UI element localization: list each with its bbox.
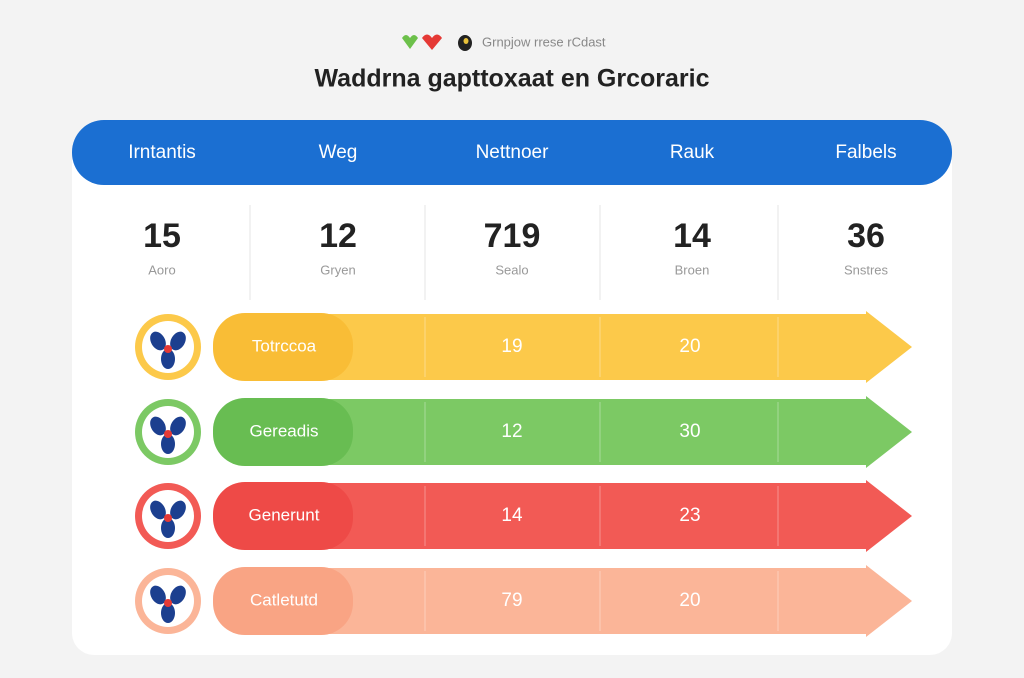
logo bbox=[402, 34, 472, 51]
icon-spot bbox=[161, 518, 175, 538]
row-arrow bbox=[300, 311, 912, 383]
stat-value: 719 bbox=[484, 217, 541, 255]
stat-value: 15 bbox=[143, 217, 181, 255]
stat-value: 36 bbox=[847, 217, 885, 255]
icon-spot bbox=[150, 416, 166, 436]
icon-spot bbox=[150, 331, 166, 351]
column-header: Rauk bbox=[670, 142, 715, 163]
stat-label: Gryen bbox=[320, 262, 355, 277]
icon-spot bbox=[170, 331, 186, 351]
row-label: Catletutd bbox=[250, 590, 318, 609]
row-label-pill bbox=[213, 313, 353, 381]
column-header: Weg bbox=[319, 142, 358, 163]
row-label-pill bbox=[213, 482, 353, 550]
stat-label: Aoro bbox=[148, 262, 175, 277]
row-arrow bbox=[300, 565, 912, 637]
row-value: 19 bbox=[501, 336, 522, 357]
stat-value: 12 bbox=[319, 217, 357, 255]
row-label-pill bbox=[213, 398, 353, 466]
icon-spot bbox=[170, 500, 186, 520]
stat-label: Snstres bbox=[844, 262, 889, 277]
row-value: 30 bbox=[679, 421, 700, 442]
icon-dot bbox=[164, 514, 172, 522]
column-header: Falbels bbox=[835, 142, 896, 163]
icon-spot bbox=[161, 603, 175, 623]
stat-label: Sealo bbox=[495, 262, 528, 277]
row-value: 14 bbox=[501, 505, 523, 526]
icon-dot bbox=[164, 345, 172, 353]
column-header: Nettnoer bbox=[476, 142, 550, 163]
icon-spot bbox=[150, 500, 166, 520]
row-label: Gereadis bbox=[250, 421, 319, 440]
row-value: 20 bbox=[679, 336, 700, 357]
row-value: 23 bbox=[679, 505, 700, 526]
brand: Grnpjow rrese rCdast bbox=[482, 34, 606, 49]
row-value: 79 bbox=[501, 590, 522, 611]
icon-dot bbox=[164, 430, 172, 438]
icon-spot bbox=[170, 416, 186, 436]
row-arrow bbox=[300, 480, 912, 552]
row-label: Generunt bbox=[249, 505, 320, 524]
row-value: 20 bbox=[679, 590, 700, 611]
icon-spot bbox=[150, 585, 166, 605]
stat-label: Broen bbox=[675, 262, 710, 277]
row-value: 12 bbox=[501, 421, 522, 442]
stat-value: 14 bbox=[673, 217, 711, 255]
icon-spot bbox=[170, 585, 186, 605]
icon-spot bbox=[161, 434, 175, 454]
column-header: Irntantis bbox=[128, 142, 196, 163]
icon-spot bbox=[161, 349, 175, 369]
header-bar bbox=[72, 120, 952, 185]
row-label: Totrccoa bbox=[252, 336, 317, 355]
row-arrow bbox=[300, 396, 912, 468]
row-label-pill bbox=[213, 567, 353, 635]
title: Waddrna gapttoxaat en Grcoraric bbox=[315, 65, 710, 93]
icon-dot bbox=[164, 599, 172, 607]
